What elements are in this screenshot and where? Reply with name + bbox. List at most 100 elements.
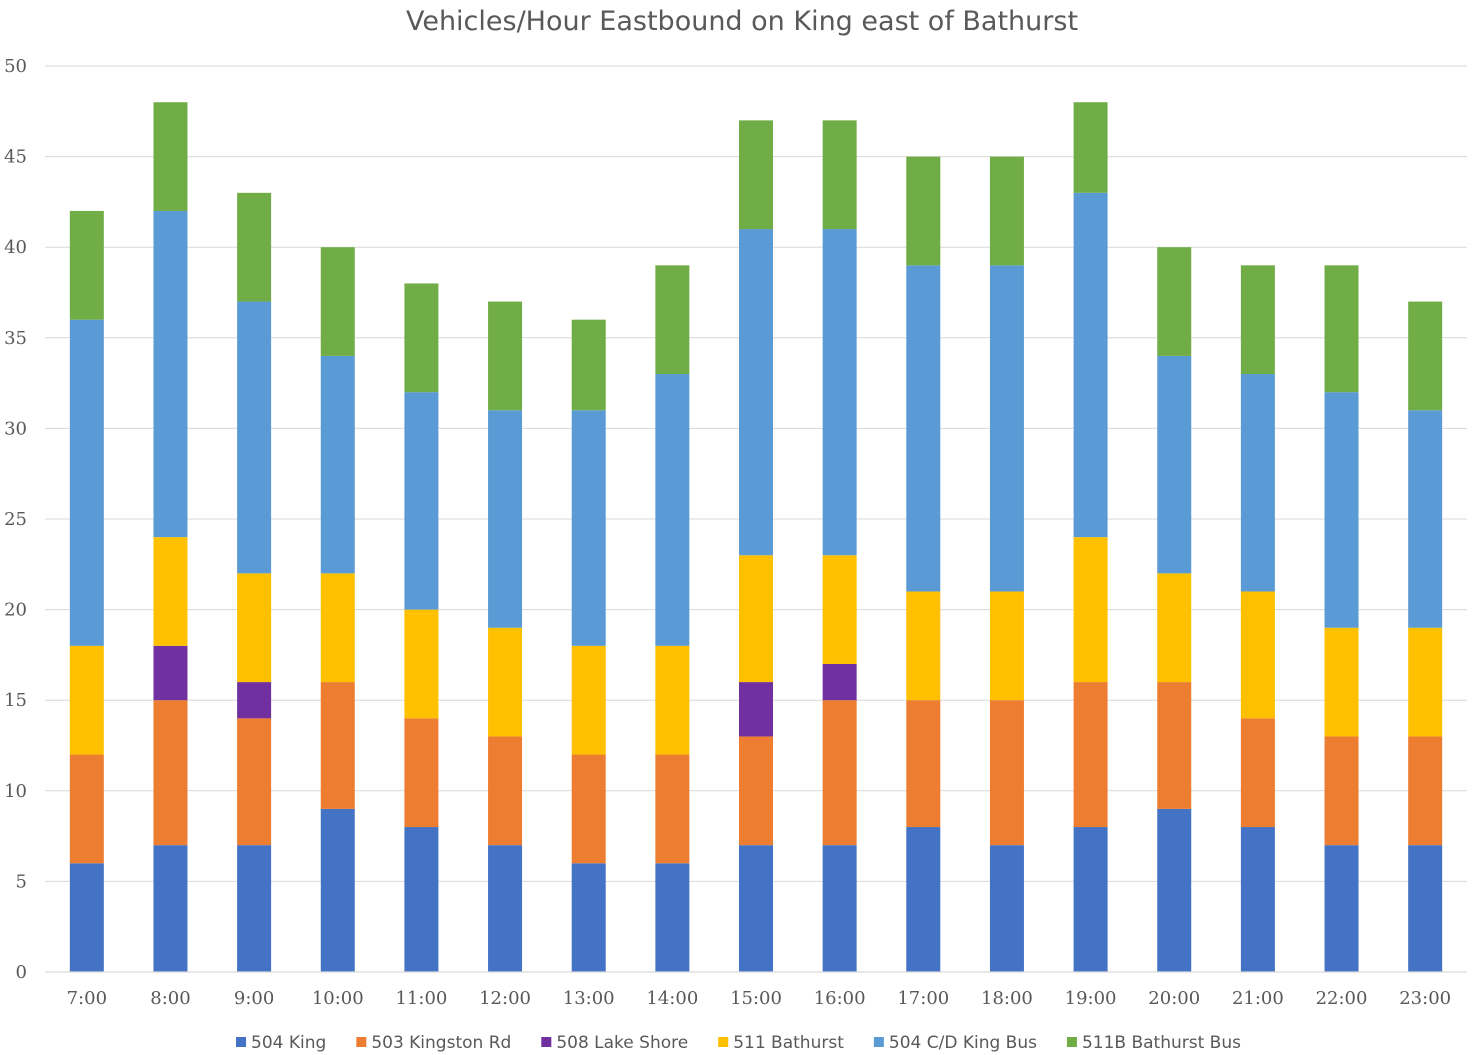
x-tick-label: 19:00	[1065, 988, 1117, 1009]
chart-title: Vehicles/Hour Eastbound on King east of …	[406, 6, 1078, 37]
bar-segment	[571, 863, 606, 972]
bar-segment	[488, 410, 523, 628]
x-tick-label: 11:00	[395, 988, 447, 1009]
legend-item: 508 Lake Shore	[541, 1033, 688, 1053]
legend-item: 511B Bathurst Bus	[1066, 1033, 1241, 1053]
bar-segment	[822, 120, 857, 230]
bar-segment	[320, 808, 355, 972]
bar-segment	[1324, 845, 1359, 972]
axes: 0 5 10 15 20 25 30 35 40 45 50 7:00 8:00 9:00 10:00 11:…	[4, 56, 1467, 1009]
y-tick-label: 45	[4, 147, 27, 168]
bar-segment	[571, 319, 606, 411]
bar-segment	[1240, 827, 1275, 972]
y-tick-label: 0	[16, 962, 27, 983]
bar-segment	[320, 573, 355, 683]
x-tick-label: 15:00	[730, 988, 782, 1009]
bar-segment	[739, 682, 773, 737]
bar-segment	[1408, 736, 1443, 846]
bar-segment	[69, 863, 104, 972]
bar-segment	[655, 645, 690, 755]
x-tick-label: 17:00	[897, 988, 949, 1009]
y-tick-label: 10	[4, 781, 27, 802]
bar-segment	[69, 319, 104, 646]
legend-label: 511B Bathurst Bus	[1082, 1033, 1241, 1053]
bar-segment	[1157, 247, 1192, 356]
x-tick-label: 22:00	[1316, 988, 1368, 1009]
bar-segment	[153, 210, 188, 538]
y-tick-label: 20	[4, 600, 27, 621]
bar-segment	[739, 120, 773, 230]
x-tick-label: 16:00	[814, 988, 866, 1009]
bar-segment	[153, 102, 188, 211]
bar-segment	[1240, 718, 1275, 828]
bar-segment	[1157, 355, 1192, 574]
bar-segment	[1408, 845, 1443, 972]
legend-item: 504 C/D King Bus	[873, 1033, 1037, 1053]
bar-segment	[153, 537, 188, 646]
bar-segment	[237, 845, 272, 972]
bar-segment	[1324, 392, 1359, 628]
bar-segment	[153, 700, 188, 846]
bar-segment	[404, 718, 439, 828]
y-tick-label: 25	[4, 509, 27, 530]
bar-segment	[1157, 808, 1192, 972]
bar-segment	[1073, 192, 1108, 538]
x-tick-label: 13:00	[563, 988, 615, 1009]
bar-segment	[906, 265, 941, 592]
bar-segment	[822, 555, 857, 664]
legend-swatch	[873, 1037, 884, 1047]
bar-segment	[320, 247, 355, 356]
bar-segment	[488, 845, 523, 972]
bar-segment	[1324, 627, 1359, 737]
bar-segment	[822, 700, 857, 846]
bar-segment	[571, 410, 606, 646]
legend-swatch	[236, 1037, 247, 1047]
bar-segment	[153, 645, 188, 701]
legend-label: 504 C/D King Bus	[889, 1033, 1037, 1053]
x-tick-label: 7:00	[67, 988, 107, 1009]
bar-segment	[1073, 102, 1108, 193]
bar-segment	[488, 736, 523, 846]
x-tick-label: 14:00	[646, 988, 698, 1009]
y-tick-label: 5	[16, 871, 27, 892]
bar-segment	[237, 301, 272, 574]
bar-segment	[655, 265, 690, 375]
bar-segment	[237, 192, 272, 302]
bar-segment	[1240, 591, 1275, 719]
bar-segment	[1073, 827, 1108, 972]
bar-segment	[1324, 265, 1359, 393]
y-tick-label: 15	[4, 690, 27, 711]
x-tick-label: 9:00	[234, 988, 274, 1009]
bar-segment	[1073, 682, 1108, 828]
bar-segment	[906, 700, 941, 828]
x-tick-label: 8:00	[150, 988, 190, 1009]
bar-segment	[989, 845, 1024, 972]
bar-segment	[237, 682, 272, 719]
bar-segment	[989, 265, 1024, 592]
bar-segment	[655, 374, 690, 646]
bar-segment	[989, 700, 1024, 846]
bar-segment	[906, 827, 941, 972]
legend-item: 511 Bathurst	[718, 1033, 844, 1053]
bar-segment	[1157, 682, 1192, 809]
legend-label: 511 Bathurst	[733, 1033, 844, 1053]
legend-label: 508 Lake Shore	[556, 1033, 688, 1053]
bar-segment	[822, 229, 857, 556]
bar-segment	[739, 555, 773, 683]
y-tick-label: 35	[4, 328, 27, 349]
bar-segment	[69, 754, 104, 864]
bar-segment	[237, 718, 272, 846]
bar-segment	[822, 845, 857, 972]
legend: 504 King 503 Kingston Rd 508 Lake Shore 511…	[236, 1033, 1241, 1053]
legend-swatch	[541, 1037, 552, 1047]
bar-segment	[153, 845, 188, 972]
legend-swatch	[356, 1037, 367, 1047]
legend-swatch	[1066, 1037, 1077, 1047]
legend-item: 503 Kingston Rd	[356, 1033, 511, 1053]
bar-segment	[739, 845, 773, 972]
bar-segment	[1157, 573, 1192, 683]
bar-segment	[655, 754, 690, 864]
bar-segment	[320, 355, 355, 574]
